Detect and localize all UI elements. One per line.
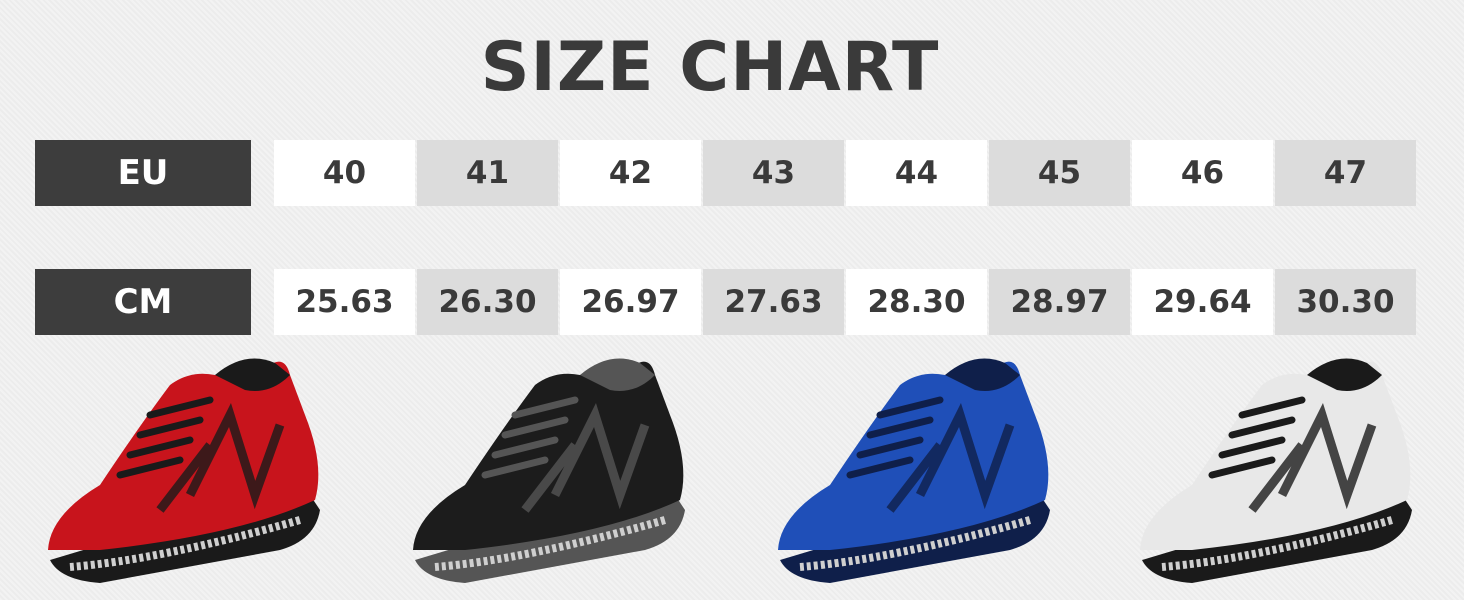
collar — [945, 358, 1020, 391]
side-stripes — [886, 403, 1015, 513]
size-cell: 45 — [989, 140, 1130, 206]
size-cell: 41 — [417, 140, 558, 206]
laces — [116, 396, 214, 479]
shoe-image-blue — [778, 358, 1050, 583]
sole — [780, 495, 1050, 583]
shoe-image-black — [413, 358, 685, 583]
laces — [1208, 396, 1306, 479]
size-cell: 44 — [846, 140, 987, 206]
sole — [1142, 495, 1412, 583]
size-cell: 30.30 — [1275, 269, 1416, 335]
size-cell: 27.63 — [703, 269, 844, 335]
size-cell: 47 — [1275, 140, 1416, 206]
eu-label: EU — [35, 140, 251, 206]
sole-stripe — [799, 516, 1032, 571]
collar — [580, 358, 655, 391]
size-cell: 42 — [560, 140, 701, 206]
collar — [215, 358, 290, 391]
cm-label: CM — [35, 269, 251, 335]
size-cell: 40 — [274, 140, 415, 206]
sole-stripe — [434, 516, 667, 571]
size-cell: 28.30 — [846, 269, 987, 335]
size-cell: 26.30 — [417, 269, 558, 335]
size-cell: 46 — [1132, 140, 1273, 206]
size-cell: 43 — [703, 140, 844, 206]
page-title: SIZE CHART — [480, 28, 940, 107]
shoe-image-white — [1140, 358, 1412, 583]
upper — [413, 361, 684, 550]
shoe-image-red — [48, 358, 320, 583]
sole-stripe — [69, 516, 302, 571]
shoe-images — [0, 345, 1464, 600]
sole-stripe — [1161, 516, 1394, 571]
upper — [48, 361, 319, 550]
sole — [415, 495, 685, 583]
laces — [481, 396, 579, 479]
size-cell: 29.64 — [1132, 269, 1273, 335]
side-stripes — [1248, 403, 1377, 513]
collar — [1307, 358, 1382, 391]
size-cell: 25.63 — [274, 269, 415, 335]
side-stripes — [521, 403, 650, 513]
laces — [846, 396, 944, 479]
size-cell: 28.97 — [989, 269, 1130, 335]
upper — [1140, 361, 1411, 550]
side-stripes — [156, 403, 285, 513]
upper — [778, 361, 1049, 550]
size-cell: 26.97 — [560, 269, 701, 335]
sole — [50, 495, 320, 583]
